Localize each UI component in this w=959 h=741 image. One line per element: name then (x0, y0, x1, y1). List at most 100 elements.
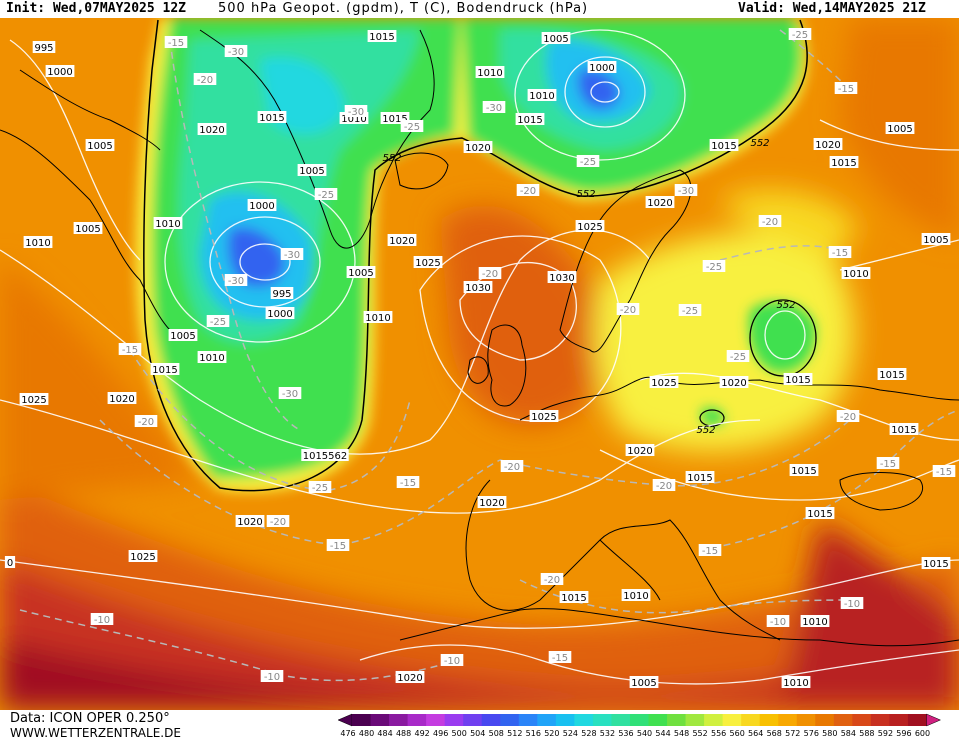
legend-tick-label: 600 (915, 729, 930, 738)
pressure-label-bg (128, 550, 158, 562)
legend-swatch (907, 714, 927, 726)
temperature-label: -15 (828, 246, 852, 259)
pressure-label: 1015 (805, 507, 835, 520)
temperature-label-text: -15 (330, 541, 346, 552)
temperature-label-bg (788, 28, 812, 40)
pressure-label: 1015562 (301, 449, 349, 462)
temperature-label: -15 (548, 651, 572, 664)
pressure-label: 1010 (841, 267, 871, 280)
pressure-label-bg (649, 376, 679, 388)
legend-tick-label: 564 (748, 729, 763, 738)
pressure-label: 1030 (463, 281, 493, 294)
geopotential-label-text: 552 (696, 425, 715, 436)
pressure-label-text: 1015 (923, 559, 948, 570)
geopotential-label: 552 (576, 189, 595, 200)
pressure-label: 1020 (197, 123, 227, 136)
temperature-label-text: -15 (832, 248, 848, 259)
pressure-label-bg (625, 444, 655, 456)
pressure-label-text: 1030 (465, 283, 490, 294)
temperature-label-text: -30 (282, 389, 298, 400)
temperature-label-text: -10 (770, 617, 786, 628)
pressure-label: 1005 (168, 329, 198, 342)
temperature-label-bg (758, 215, 782, 227)
temperature-label-text: -25 (792, 30, 808, 41)
legend-swatch (722, 714, 742, 726)
temperature-label-text: -20 (520, 186, 536, 197)
pressure-label-bg (197, 351, 227, 363)
pressure-label-bg (45, 65, 75, 77)
pressure-label: 1015 (783, 373, 813, 386)
legend-swatch (574, 714, 594, 726)
legend-swatch (629, 714, 649, 726)
pressure-label: 1015 (709, 139, 739, 152)
pressure-label: 1005 (85, 139, 115, 152)
pressure-label: 1005 (885, 122, 915, 135)
pressure-label-text: 995 (34, 43, 53, 54)
pressure-label-text: 1010 (155, 219, 180, 230)
temperature-label-text: -20 (482, 269, 498, 280)
legend-tick-label: 548 (674, 729, 689, 738)
legend-tick-label: 540 (637, 729, 652, 738)
pressure-label-text: 1015 (259, 113, 284, 124)
pressure-label: 1025 (128, 550, 158, 563)
temperature-label: -25 (702, 260, 726, 273)
pressure-label-text: 1015562 (303, 451, 348, 462)
map-footer: Data: ICON OPER 0.250° WWW.WETTERZENTRAL… (0, 710, 959, 741)
legend-swatch (685, 714, 705, 726)
temperature-label: -20 (134, 415, 158, 428)
temperature-label-text: -25 (318, 190, 334, 201)
pressure-label: 1030 (547, 271, 577, 284)
pressure-label-text: 1020 (627, 446, 652, 457)
legend-tick-label: 480 (359, 729, 374, 738)
legend-tick-label: 492 (414, 729, 429, 738)
pressure-label-text: 1010 (529, 91, 554, 102)
temperature-label: -25 (726, 350, 750, 363)
pressure-label-text: 1000 (589, 63, 614, 74)
pressure-label-text: 1010 (199, 353, 224, 364)
pressure-label-text: 1025 (531, 412, 556, 423)
legend-swatch (759, 714, 779, 726)
pressure-label-bg (247, 199, 277, 211)
temperature-label-text: -30 (228, 47, 244, 58)
legend-swatch (352, 714, 372, 726)
temperature-label: -15 (876, 457, 900, 470)
legend-swatch (389, 714, 409, 726)
geopotential-shading (0, 18, 959, 710)
temperature-label-bg (652, 479, 676, 491)
legend-tick-label: 512 (507, 729, 522, 738)
legend-swatch (426, 714, 446, 726)
temperature-label-bg (836, 410, 860, 422)
pressure-label-text: 1000 (249, 201, 274, 212)
pressure-label-text: 1020 (479, 498, 504, 509)
temperature-label-text: -25 (730, 352, 746, 363)
temperature-label-text: -15 (702, 546, 718, 557)
temperature-label-text: -20 (504, 462, 520, 473)
pressure-label-bg (921, 233, 951, 245)
pressure-label-bg (387, 234, 417, 246)
legend-swatch (463, 714, 483, 726)
pressure-label: 1010 (800, 615, 830, 628)
pressure-label-text: 1015 (517, 115, 542, 126)
temperature-label-text: -25 (404, 122, 420, 133)
pressure-label: 1020 (813, 138, 843, 151)
pressure-label-bg (367, 30, 397, 42)
pressure-label: 1015 (367, 30, 397, 43)
temperature-label-text: -25 (682, 306, 698, 317)
pressure-label: 1000 (587, 61, 617, 74)
temperature-label-bg (164, 36, 188, 48)
temperature-label: -30 (278, 387, 302, 400)
pressure-label-bg (32, 41, 56, 53)
pressure-label: 1020 (107, 392, 137, 405)
temperature-label: -20 (616, 303, 640, 316)
pressure-label-text: 1015 (687, 473, 712, 484)
pressure-label-bg (477, 496, 507, 508)
pressure-label-text: 1015 (382, 114, 407, 125)
pressure-label: 1005 (297, 164, 327, 177)
map-title: 500 hPa Geopot. (gpdm), T (C), Bodendruc… (218, 1, 589, 16)
legend-tick-label: 552 (692, 729, 707, 738)
pressure-label: 1015 (150, 363, 180, 376)
pressure-label-text: 1010 (341, 114, 366, 125)
temperature-label: -25 (788, 28, 812, 41)
temperature-label-bg (702, 260, 726, 272)
legend-swatch (611, 714, 631, 726)
